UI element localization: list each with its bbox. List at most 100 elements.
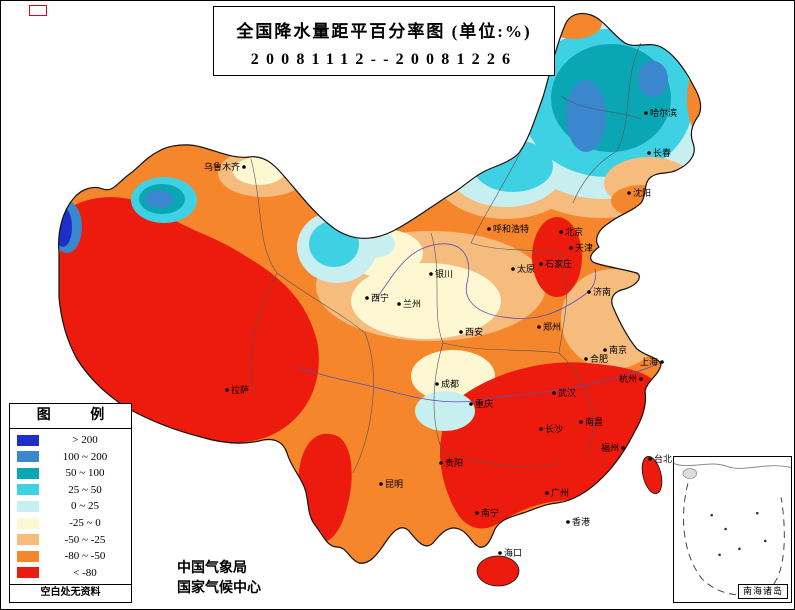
city-label: 南宁 <box>481 507 499 518</box>
legend-swatch <box>17 567 39 579</box>
legend-swatch <box>17 534 39 546</box>
region-red-north-china <box>532 217 582 297</box>
city-label: 长春 <box>653 147 671 158</box>
city-label: 兰州 <box>403 298 421 309</box>
taiwan-island <box>641 456 663 494</box>
date-range: 20081112--20081226 <box>250 51 518 68</box>
city-label: 沈阳 <box>633 187 651 198</box>
city-dot <box>498 551 502 555</box>
city-dot <box>639 377 643 381</box>
legend-entry: 0 ~ 25 <box>10 500 131 513</box>
city-dot <box>225 388 229 392</box>
city-label: 乌鲁木齐 <box>204 161 240 172</box>
legend-swatch <box>17 500 39 512</box>
city-label: 拉萨 <box>231 384 249 395</box>
inset-coastline <box>674 463 791 469</box>
region-red-yunnan-west <box>297 433 352 543</box>
region-blue <box>566 80 606 152</box>
city-dot <box>587 290 591 294</box>
legend-entry: -25 ~ 0 <box>10 517 131 530</box>
city-dot <box>475 511 479 515</box>
legend-entry-label: 50 ~ 100 <box>65 467 105 480</box>
city-label: 上海 <box>640 356 658 367</box>
legend-entry-label: 100 ~ 200 <box>62 450 108 463</box>
city-label: 台北 <box>654 453 672 464</box>
city-dot <box>397 302 401 306</box>
inset-islands <box>710 511 767 557</box>
city-label: 西安 <box>465 326 483 337</box>
city-dot <box>379 482 383 486</box>
city-label: 呼和浩特 <box>493 223 529 234</box>
inset-dashed-boundary <box>683 483 785 596</box>
title-box: 全国降水量距平百分率图 (单位:%) 20081112--20081226 <box>213 6 555 76</box>
map-title: 全国降水量距平百分率图 (单位:%) <box>236 22 532 41</box>
legend-entry: < -80 <box>10 566 131 579</box>
city-label: 杭州 <box>619 373 637 384</box>
city-label: 成都 <box>441 378 459 389</box>
city-label: 哈尔滨 <box>650 107 677 118</box>
yellow-river <box>374 243 597 319</box>
city-dot <box>648 457 652 461</box>
inset-label: 南海诸岛 <box>737 584 788 599</box>
region-dark-blue <box>58 207 72 247</box>
city-dot <box>579 420 583 424</box>
legend-swatch <box>17 484 39 496</box>
city-label: 太原 <box>517 263 535 274</box>
city-dot <box>537 325 541 329</box>
city-dot <box>429 272 433 276</box>
city-dot <box>439 461 443 465</box>
city-label: 广州 <box>551 487 569 498</box>
city-label: 重庆 <box>475 398 493 409</box>
agency-credit: 中国气象局 国家气候中心 <box>177 559 261 599</box>
city-dot <box>365 296 369 300</box>
map-approval-stamp <box>29 5 47 16</box>
city-label: 银川 <box>435 268 453 279</box>
city-dot <box>647 151 651 155</box>
south-china-sea-inset: 南海诸岛 <box>673 456 792 603</box>
legend-entry: -80 ~ -50 <box>10 550 131 563</box>
yangtze-river <box>296 363 658 403</box>
city-label: 长沙 <box>545 423 563 434</box>
city-label: 贵阳 <box>445 457 463 468</box>
city-label: 西宁 <box>371 292 389 303</box>
city-dot <box>545 491 549 495</box>
legend-entry-label: -80 ~ -50 <box>64 550 106 563</box>
city-label: 济南 <box>593 286 611 297</box>
city-dot <box>566 520 570 524</box>
city-dot <box>644 111 648 115</box>
agency-line1: 中国气象局 <box>177 561 247 576</box>
city-label: 石家庄 <box>545 258 572 269</box>
city-dot <box>242 165 246 169</box>
city-dot <box>603 348 607 352</box>
hainan-island <box>476 555 520 587</box>
city-label: 南京 <box>609 344 627 355</box>
city-label: 武汉 <box>558 387 576 398</box>
inset-map <box>674 463 791 596</box>
legend-entry: 100 ~ 200 <box>10 450 131 463</box>
legend-entry-label: 25 ~ 50 <box>68 483 102 496</box>
city-dot <box>469 402 473 406</box>
inset-hainan <box>682 468 698 479</box>
legend-swatch <box>17 434 39 446</box>
legend-entry: -50 ~ -25 <box>10 533 131 546</box>
region-pale-cyan <box>415 391 475 431</box>
region-blue <box>638 61 668 97</box>
city-dot <box>559 230 563 234</box>
city-label: 福州 <box>601 442 619 453</box>
legend-entry-label: -25 ~ 0 <box>69 517 101 529</box>
city-label: 昆明 <box>385 479 403 489</box>
city-dot <box>660 360 664 364</box>
legend-entry-label: 0 ~ 25 <box>71 500 99 513</box>
region-red-south <box>439 362 663 529</box>
legend-items: > 200 100 ~ 200 50 ~ 100 25 ~ 50 0 ~ 25 -25 ~… <box>10 429 131 584</box>
city-dot <box>552 391 556 395</box>
legend-title: 图 例 <box>10 404 131 429</box>
city-label: 香港 <box>572 516 590 527</box>
city-dot <box>569 246 573 250</box>
city-dot <box>539 427 543 431</box>
legend-swatch <box>17 451 39 463</box>
region-cream <box>233 157 285 185</box>
city-label: 合肥 <box>590 353 608 364</box>
